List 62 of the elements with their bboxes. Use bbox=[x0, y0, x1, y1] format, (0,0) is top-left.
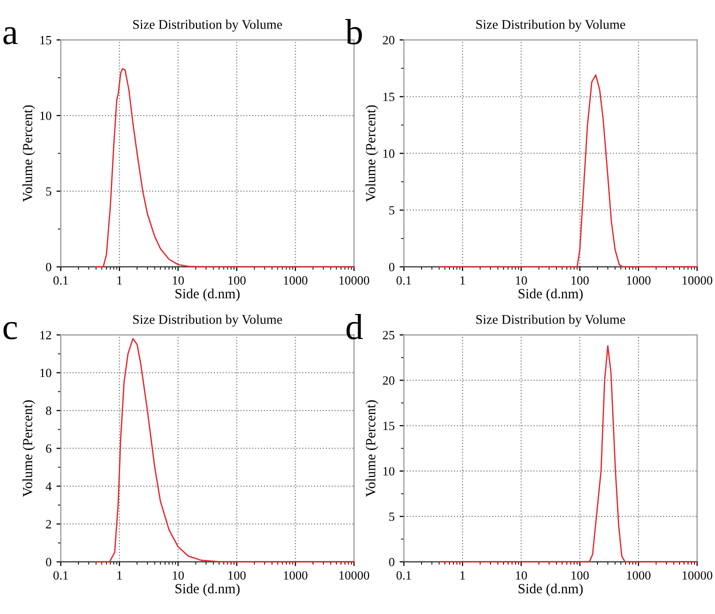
x-tick-label: 0.1 bbox=[53, 571, 68, 580]
y-tick-label: 10 bbox=[383, 467, 394, 476]
x-tick-label: 0.1 bbox=[53, 276, 68, 285]
x-tick-label: 1000 bbox=[627, 571, 650, 580]
y-tick-label: 5 bbox=[46, 187, 52, 196]
x-axis-title: Side (d.nm) bbox=[518, 288, 583, 302]
chart-title: Size Distribution by Volume bbox=[476, 20, 626, 32]
x-tick-label: 100 bbox=[228, 276, 246, 285]
x-tick-label: 10 bbox=[172, 276, 184, 285]
y-tick-label: 20 bbox=[382, 36, 394, 44]
y-tick-label: 5 bbox=[389, 206, 394, 215]
y-tick-label: 25 bbox=[382, 330, 394, 340]
x-tick-label: 10 bbox=[516, 571, 527, 580]
text: c bbox=[4, 322, 18, 340]
chart-title: Size Distribution by Volume bbox=[476, 314, 626, 327]
y-tick-label: 0 bbox=[46, 262, 52, 272]
x-tick-label: 100 bbox=[572, 571, 589, 580]
x-tick-label: 0.1 bbox=[396, 571, 411, 580]
x-tick-label: 1 bbox=[117, 571, 122, 580]
annotation: d bbox=[346, 314, 363, 340]
text: a bbox=[3, 27, 18, 44]
y-tick-label: 4 bbox=[46, 482, 52, 491]
x-tick-label: 100 bbox=[572, 276, 589, 285]
x-tick-label: 10000 bbox=[340, 276, 370, 285]
y-tick-label: 20 bbox=[382, 376, 394, 385]
y-tick-label: 0 bbox=[46, 558, 52, 566]
y-tick-label: 10 bbox=[40, 112, 52, 120]
x-tick-label: 10000 bbox=[682, 276, 712, 285]
y-axis-title: Volume (Percent) bbox=[22, 105, 36, 202]
y-axis-title: Volume (Percent) bbox=[366, 400, 378, 497]
x-tick-label: 10000 bbox=[340, 571, 370, 580]
x-axis-title: Side (d.nm) bbox=[176, 288, 240, 302]
x-tick-label: 1 bbox=[460, 571, 465, 580]
x-axis-title: Side (d.nm) bbox=[176, 584, 240, 596]
y-tick-label: 15 bbox=[383, 92, 394, 102]
y-tick-label: 2 bbox=[46, 520, 52, 528]
y-tick-label: 0 bbox=[389, 262, 394, 272]
y-axis-title: Volume (Percent) bbox=[22, 400, 36, 497]
x-tick-label: 10000 bbox=[682, 571, 712, 580]
x-tick-label: 1000 bbox=[284, 276, 308, 285]
annotation: b bbox=[345, 19, 362, 44]
x-tick-label: 1000 bbox=[627, 276, 650, 285]
y-tick-label: 12 bbox=[40, 330, 52, 340]
y-tick-label: 6 bbox=[46, 444, 52, 453]
x-tick-label: 10 bbox=[516, 276, 527, 285]
x-tick-label: 10 bbox=[172, 571, 184, 580]
x-tick-label: 100 bbox=[228, 571, 246, 580]
y-tick-label: 10 bbox=[40, 368, 52, 378]
x-tick-label: 1 bbox=[117, 276, 122, 285]
chart-title: Size Distribution by Volume bbox=[133, 20, 282, 32]
y-tick-label: 5 bbox=[389, 512, 394, 521]
x-axis-title: Side (d.nm) bbox=[518, 584, 583, 596]
chart-title: Size Distribution by Volume bbox=[133, 314, 282, 327]
x-tick-label: 1000 bbox=[284, 571, 308, 580]
y-tick-label: 8 bbox=[46, 406, 52, 415]
y-axis-title: Volume (Percent) bbox=[366, 105, 378, 202]
y-tick-label: 15 bbox=[383, 422, 394, 430]
y-tick-label: 0 bbox=[389, 558, 394, 566]
y-tick-label: 10 bbox=[383, 149, 394, 158]
x-tick-label: 1 bbox=[460, 276, 465, 285]
x-tick-label: 0.1 bbox=[396, 276, 411, 285]
y-tick-label: 15 bbox=[40, 36, 52, 44]
